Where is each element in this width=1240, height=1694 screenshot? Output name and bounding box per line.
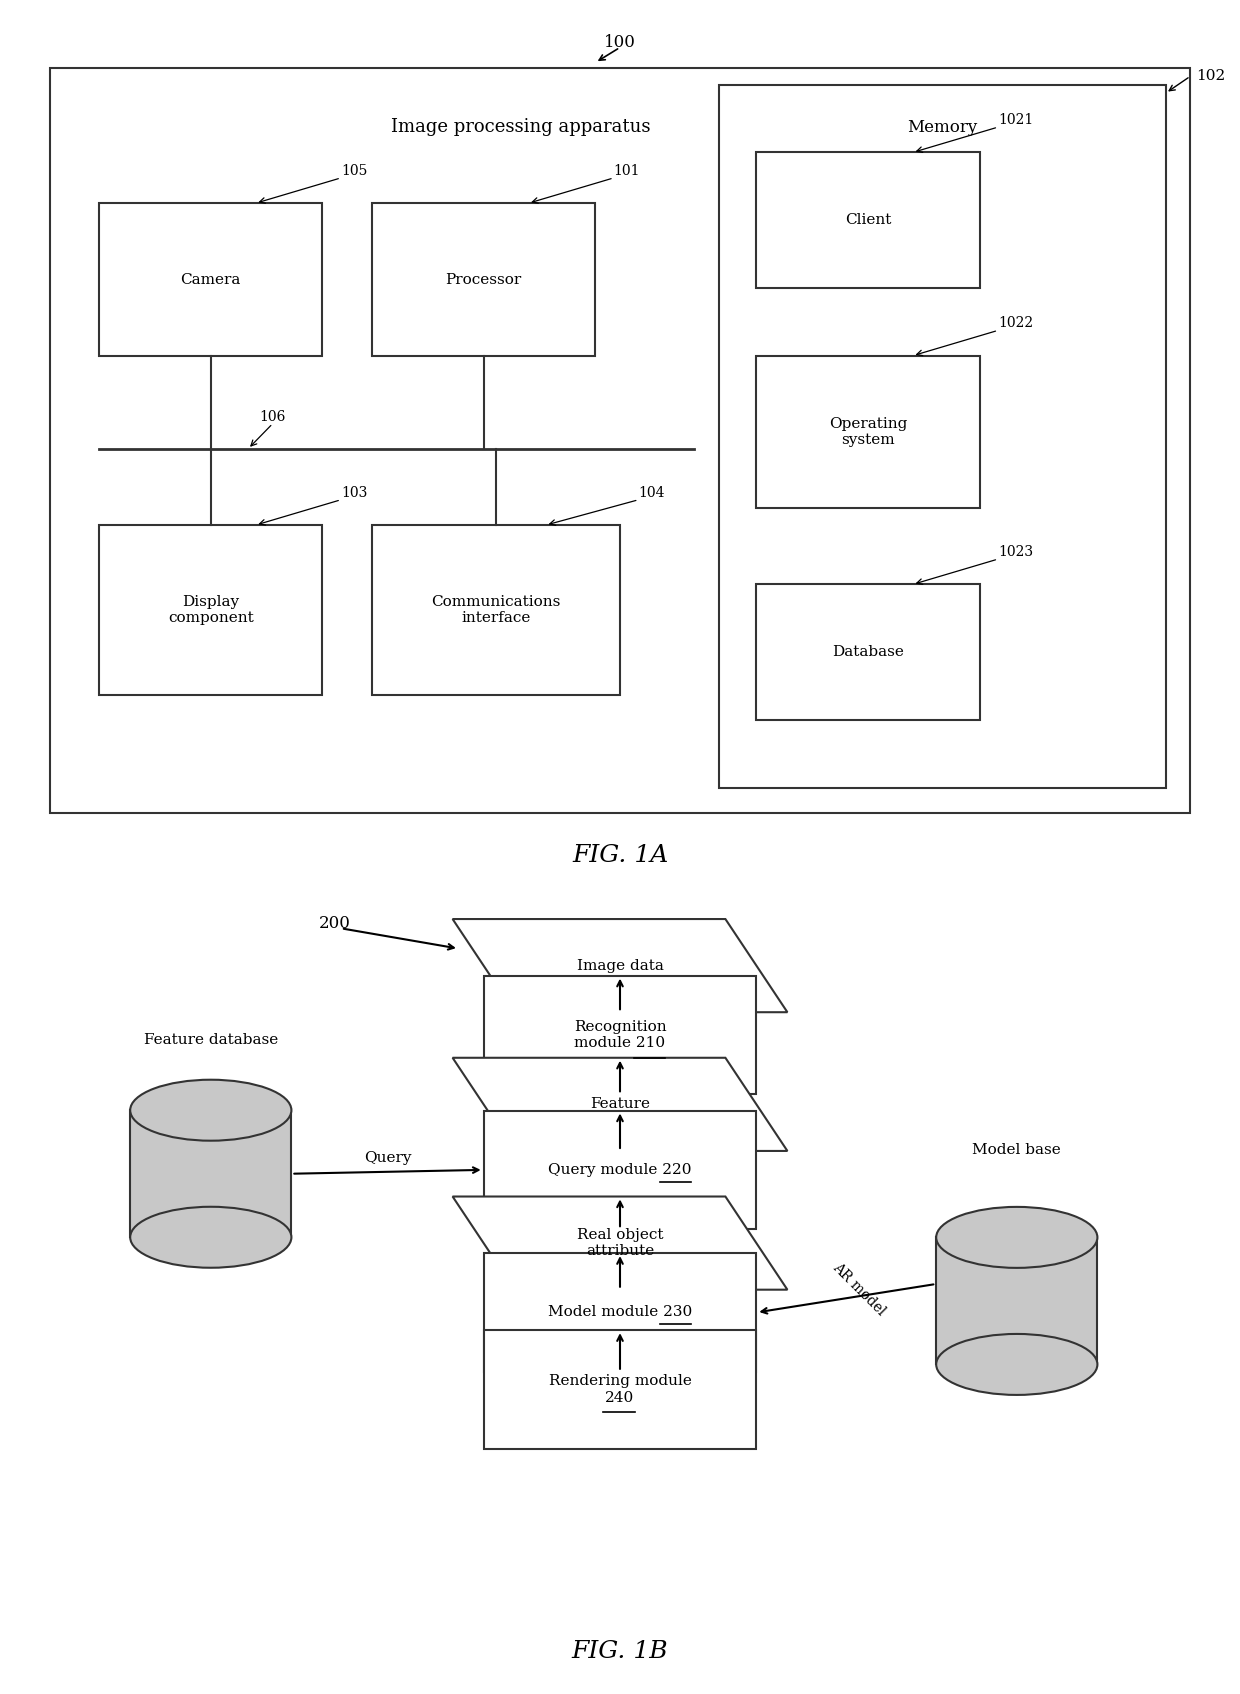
Polygon shape — [453, 1196, 787, 1289]
Text: 104: 104 — [639, 486, 665, 500]
Text: Image data: Image data — [577, 959, 663, 972]
Text: Display
component: Display component — [167, 595, 254, 625]
FancyBboxPatch shape — [99, 203, 322, 356]
Text: Database: Database — [832, 645, 904, 659]
Text: Model module 230: Model module 230 — [548, 1306, 692, 1320]
Text: 200: 200 — [319, 915, 351, 932]
FancyBboxPatch shape — [50, 68, 1190, 813]
Text: Model base: Model base — [972, 1143, 1061, 1157]
Text: 106: 106 — [259, 410, 286, 424]
Text: 1021: 1021 — [998, 113, 1033, 127]
FancyBboxPatch shape — [372, 525, 620, 695]
FancyBboxPatch shape — [756, 356, 980, 508]
Text: 102: 102 — [1197, 69, 1226, 83]
FancyBboxPatch shape — [484, 1111, 756, 1230]
Text: Memory: Memory — [908, 119, 977, 136]
Text: 101: 101 — [614, 164, 640, 178]
Text: Operating
system: Operating system — [828, 417, 908, 447]
Polygon shape — [453, 920, 787, 1013]
Bar — [936, 1237, 1097, 1364]
FancyBboxPatch shape — [484, 1254, 756, 1372]
FancyBboxPatch shape — [372, 203, 595, 356]
Text: Feature database: Feature database — [144, 1033, 278, 1047]
Text: Real object
attribute: Real object attribute — [577, 1228, 663, 1259]
Text: Image processing apparatus: Image processing apparatus — [391, 119, 651, 136]
FancyBboxPatch shape — [484, 1330, 756, 1448]
Text: Communications
interface: Communications interface — [432, 595, 560, 625]
Text: AR model: AR model — [830, 1260, 888, 1320]
Text: Camera: Camera — [181, 273, 241, 286]
Polygon shape — [453, 1057, 787, 1150]
FancyBboxPatch shape — [756, 152, 980, 288]
Text: 1023: 1023 — [998, 545, 1033, 559]
Text: FIG. 1A: FIG. 1A — [572, 844, 668, 867]
FancyBboxPatch shape — [99, 525, 322, 695]
Ellipse shape — [130, 1079, 291, 1140]
Text: Feature: Feature — [590, 1098, 650, 1111]
Ellipse shape — [130, 1206, 291, 1267]
Text: Rendering module
240: Rendering module 240 — [548, 1374, 692, 1404]
FancyBboxPatch shape — [756, 584, 980, 720]
Text: FIG. 1B: FIG. 1B — [572, 1640, 668, 1664]
Text: Query: Query — [363, 1152, 412, 1165]
Text: Client: Client — [844, 213, 892, 227]
Text: Processor: Processor — [445, 273, 522, 286]
Text: Recognition
module 210: Recognition module 210 — [574, 1020, 666, 1050]
Ellipse shape — [936, 1206, 1097, 1267]
Text: Query module 220: Query module 220 — [548, 1162, 692, 1177]
Text: 1022: 1022 — [998, 317, 1033, 330]
Text: 100: 100 — [604, 34, 636, 51]
Ellipse shape — [936, 1333, 1097, 1394]
FancyBboxPatch shape — [484, 976, 756, 1094]
FancyBboxPatch shape — [719, 85, 1166, 788]
Text: 105: 105 — [341, 164, 367, 178]
Text: 103: 103 — [341, 486, 367, 500]
Bar — [130, 1110, 291, 1237]
